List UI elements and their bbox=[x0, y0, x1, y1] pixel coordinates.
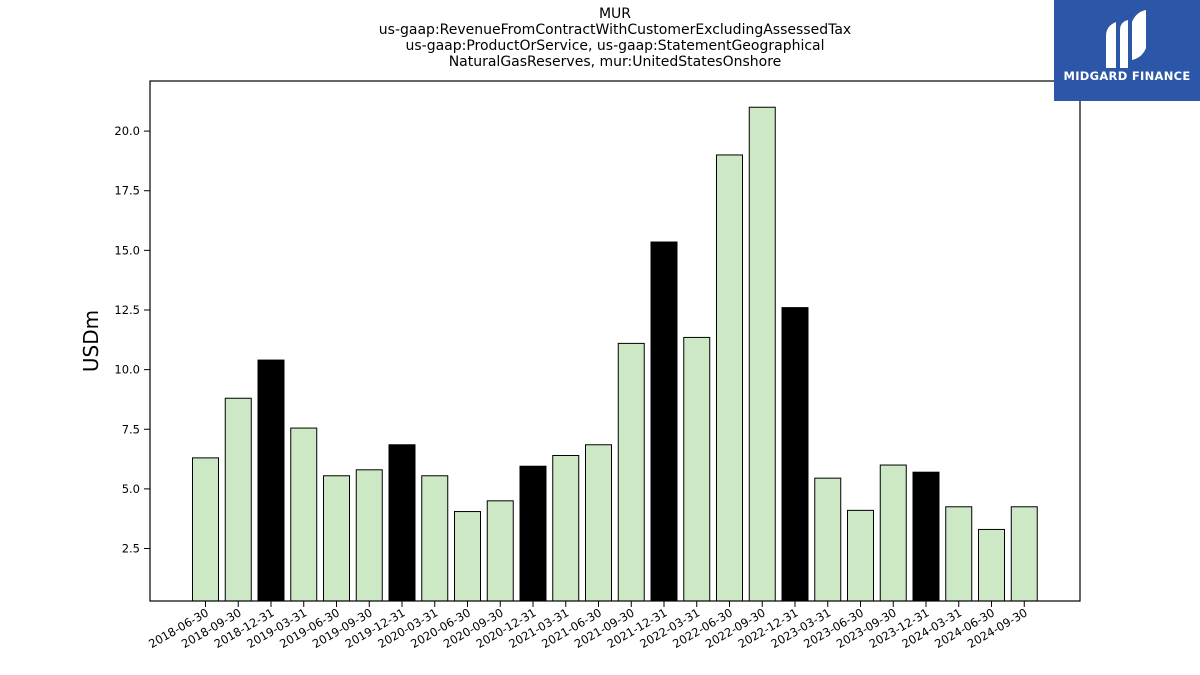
bar bbox=[388, 444, 416, 602]
logo-text: MIDGARD FINANCE bbox=[1063, 69, 1191, 83]
bar bbox=[781, 307, 809, 602]
bar bbox=[978, 528, 1005, 602]
bar bbox=[519, 465, 547, 602]
logo-mark-icon bbox=[1106, 10, 1146, 68]
y-tick-label: 10.0 bbox=[114, 363, 140, 377]
y-tick-label: 20.0 bbox=[114, 124, 140, 138]
y-tick-label: 2.5 bbox=[122, 542, 140, 556]
bar bbox=[224, 397, 252, 602]
title-line-4: NaturalGasReserves, mur:UnitedStatesOnsh… bbox=[448, 54, 782, 70]
bar bbox=[814, 477, 842, 602]
plot-frame bbox=[149, 80, 1081, 602]
midgard-finance-logo: MIDGARD FINANCE bbox=[1054, 0, 1200, 101]
y-axis-label: USDm bbox=[79, 310, 103, 372]
y-tick-label: 12.5 bbox=[114, 303, 140, 317]
y-tick-label: 5.0 bbox=[122, 482, 140, 496]
bar bbox=[585, 444, 612, 602]
bar bbox=[617, 342, 645, 602]
bar bbox=[1010, 506, 1038, 602]
bar bbox=[879, 464, 907, 602]
bar bbox=[257, 359, 285, 602]
bar bbox=[945, 506, 973, 602]
bar bbox=[421, 475, 449, 602]
bar bbox=[552, 454, 580, 602]
y-tick-label: 7.5 bbox=[122, 422, 140, 436]
bar bbox=[323, 475, 350, 602]
bar bbox=[847, 509, 874, 602]
bar bbox=[912, 471, 940, 602]
chart-title: MUR us-gaap:RevenueFromContractWithCusto… bbox=[150, 6, 1080, 70]
y-tick-label: 17.5 bbox=[114, 184, 140, 198]
bar bbox=[454, 511, 481, 602]
bar bbox=[748, 106, 776, 602]
bar bbox=[290, 427, 318, 602]
bar bbox=[683, 336, 711, 602]
bar bbox=[486, 500, 514, 602]
title-line-3: us-gaap:ProductOrService, us-gaap:Statem… bbox=[405, 38, 825, 54]
bar bbox=[716, 154, 743, 602]
bar bbox=[355, 469, 383, 602]
y-tick-label: 15.0 bbox=[114, 243, 140, 257]
bar bbox=[192, 457, 219, 602]
title-line-1: MUR bbox=[598, 6, 632, 22]
title-line-2: us-gaap:RevenueFromContractWithCustomerE… bbox=[378, 22, 852, 38]
bar bbox=[650, 241, 678, 602]
